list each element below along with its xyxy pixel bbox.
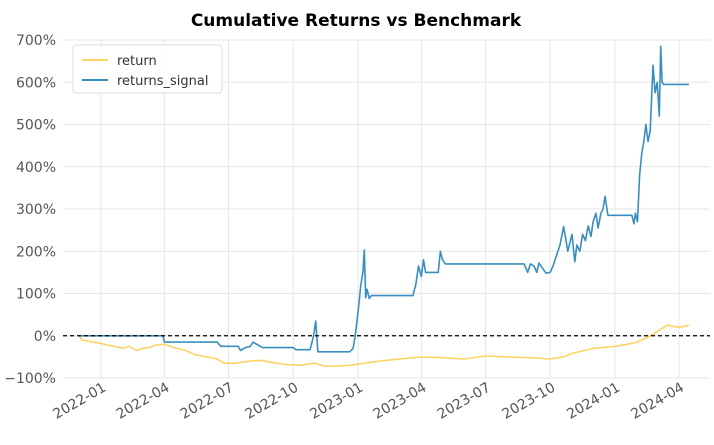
y-tick-label: −100% (4, 371, 56, 387)
x-tick-label: 2024-01 (564, 380, 623, 423)
x-tick-label: 2023-04 (371, 380, 430, 423)
y-tick-label: 300% (16, 202, 56, 218)
x-tick-label: 2022-10 (243, 380, 302, 423)
y-tick-label: 0% (34, 329, 56, 345)
x-tick-label: 2022-07 (178, 380, 237, 423)
y-tick-label: 200% (16, 244, 56, 260)
x-tick-label: 2022-04 (114, 380, 173, 423)
x-tick-label: 2023-01 (307, 380, 366, 423)
legend-label: return (117, 54, 157, 69)
series-line-return (78, 324, 690, 367)
y-tick-label: 600% (16, 75, 56, 91)
legend: return returns_signal (72, 44, 223, 94)
x-tick-label: 2022-01 (50, 380, 109, 423)
x-tick-label: 2024-04 (628, 380, 687, 423)
y-tick-label: 100% (16, 287, 56, 303)
series-line-returns-signal (79, 45, 689, 353)
x-tick-label: 2023-07 (435, 380, 494, 423)
y-tick-label: 500% (16, 118, 56, 134)
y-tick-label: 400% (16, 160, 56, 176)
y-tick-label: 700% (16, 33, 56, 49)
legend-label: returns_signal (117, 74, 208, 89)
chart-title: Cumulative Returns vs Benchmark (191, 11, 522, 31)
x-tick-label: 2023-10 (500, 380, 559, 423)
legend-box (72, 44, 223, 94)
